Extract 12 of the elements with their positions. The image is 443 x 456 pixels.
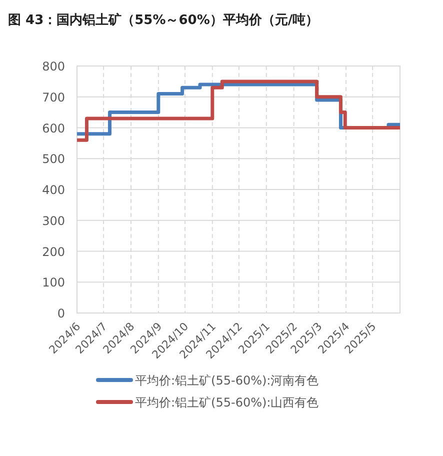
y-tick-label: 300 (42, 214, 65, 228)
y-tick-label: 600 (42, 121, 65, 136)
y-tick-label: 700 (42, 90, 65, 104)
y-tick-label: 100 (42, 276, 65, 290)
y-tick-label: 200 (42, 244, 65, 259)
chart-title: 图 43：国内铝土矿（55%～60%）平均价（元/吨） (8, 12, 319, 28)
y-tick-label: 0 (57, 306, 65, 320)
y-tick-label: 500 (42, 152, 65, 166)
y-tick-label: 800 (42, 60, 65, 74)
y-tick-label: 400 (42, 183, 65, 197)
legend-label: 平均价:铝土矿(55-60%):河南有色 (135, 374, 319, 388)
legend-label: 平均价:铝土矿(55-60%):山西有色 (135, 396, 319, 410)
